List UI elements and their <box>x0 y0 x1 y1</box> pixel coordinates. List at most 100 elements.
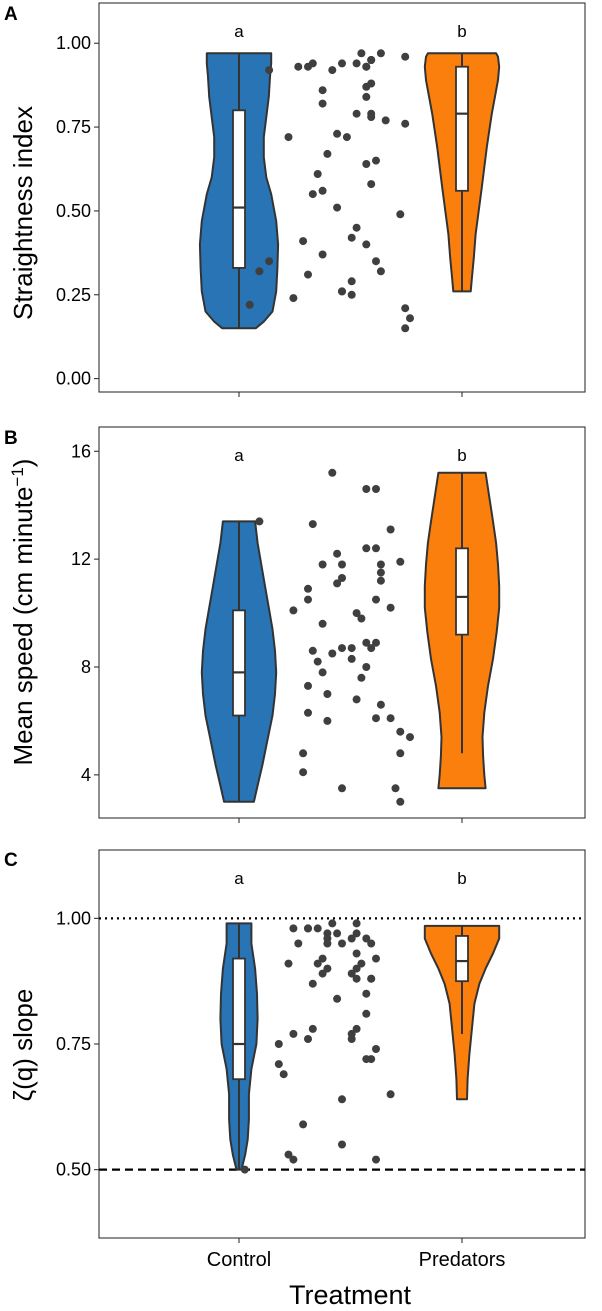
data-point-control <box>274 1060 283 1069</box>
panel-b: B Mean speed (cm minute−1) 4 8 12 16 a b <box>4 426 586 823</box>
data-point-control <box>255 517 264 526</box>
data-point-control <box>323 149 332 158</box>
data-point-control <box>372 1045 380 1053</box>
data-point-control <box>289 924 298 933</box>
data-point-predators <box>357 959 366 968</box>
data-point-control <box>338 1140 346 1149</box>
data-point-control <box>352 609 361 618</box>
y-tick-label: 0.75 <box>56 1034 91 1054</box>
box-control <box>232 609 246 717</box>
data-point-control <box>357 673 366 682</box>
y-tick-label: 12 <box>71 549 91 569</box>
data-point-control <box>347 277 356 286</box>
data-point-control <box>299 768 308 777</box>
data-point-predators <box>367 974 376 983</box>
data-point-predators <box>386 525 395 534</box>
data-point-predators <box>372 638 380 647</box>
data-point-control <box>372 714 380 723</box>
data-point-predators <box>299 749 308 758</box>
data-point-control <box>352 919 361 928</box>
data-point-control <box>289 1155 298 1164</box>
data-point-control <box>308 979 317 988</box>
data-point-control <box>313 657 322 666</box>
panel-a-y-axis-label: Straightness index <box>8 106 38 320</box>
data-point-predators <box>376 560 385 569</box>
data-point-predators <box>347 1029 356 1038</box>
data-point-predators <box>362 62 371 71</box>
data-point-predators <box>299 237 308 246</box>
data-point-control <box>386 714 395 723</box>
data-point-control <box>245 300 254 309</box>
data-point-predators <box>357 614 366 623</box>
data-point-predators <box>328 468 337 477</box>
data-point-control <box>328 649 337 658</box>
data-point-predators <box>362 663 371 671</box>
data-point-predators <box>367 939 376 948</box>
box-predators <box>455 65 469 192</box>
data-point-predators <box>362 989 371 998</box>
panel-a: A Straightness index 0.00 0.25 0.50 0.75 1.0… <box>4 2 586 397</box>
data-point-control <box>372 595 380 604</box>
data-point-control <box>376 576 385 585</box>
data-point-control <box>362 1009 371 1018</box>
data-point-control <box>401 119 410 128</box>
data-point-control <box>304 1035 312 1043</box>
panel-b-y-axis-label-main: Mean speed (cm minute <box>8 487 38 766</box>
data-point-control <box>323 716 332 725</box>
data-point-predators <box>294 62 303 71</box>
data-point-control <box>391 784 400 793</box>
data-point-predators <box>372 156 380 165</box>
data-point-control <box>255 267 264 276</box>
panel-frame <box>98 849 586 1239</box>
data-point-control <box>274 1040 283 1048</box>
data-point-predators <box>318 99 327 108</box>
data-point-predators <box>304 924 312 933</box>
data-point-predators <box>333 129 342 138</box>
data-point-control <box>308 190 317 199</box>
data-point-control <box>381 116 390 125</box>
data-point-predators <box>338 287 346 296</box>
y-tick-label: 16 <box>71 441 91 461</box>
box-predators <box>455 935 469 983</box>
data-point-control <box>313 959 322 968</box>
data-point-control <box>396 727 405 736</box>
data-point-predators <box>352 974 361 983</box>
data-point-control <box>352 59 361 68</box>
data-point-control <box>289 606 298 615</box>
data-point-control <box>308 1024 317 1033</box>
data-point-predators <box>386 603 395 612</box>
data-point-control <box>396 210 405 219</box>
data-point-predators <box>284 133 293 142</box>
y-tick-label: 0.50 <box>56 1160 91 1180</box>
panel-b-y-axis-label: Mean speed (cm minute−1) <box>8 459 39 766</box>
data-point-predators <box>347 934 356 943</box>
data-point-predators <box>333 549 342 558</box>
significance-letter-predators: b <box>457 446 466 465</box>
data-point-predators <box>362 1055 371 1064</box>
data-point-predators <box>362 485 371 493</box>
y-tick-label: 8 <box>81 657 91 677</box>
data-point-control <box>279 1070 288 1079</box>
data-point-predators <box>284 959 293 968</box>
data-point-control <box>396 749 405 758</box>
data-point-predators <box>372 485 380 493</box>
data-point-control <box>352 223 361 232</box>
data-point-control <box>362 638 371 647</box>
data-point-control <box>338 574 346 582</box>
data-point-predators <box>338 560 346 569</box>
data-point-predators <box>352 929 361 938</box>
panel-frame <box>98 2 586 393</box>
panel-c-letter: C <box>4 850 18 871</box>
data-point-control <box>401 52 410 61</box>
data-point-control <box>318 668 327 677</box>
data-point-predators <box>304 595 312 604</box>
x-axis-label: Treatment <box>289 1280 412 1310</box>
data-point-predators <box>338 939 346 948</box>
data-point-predators <box>318 619 327 628</box>
y-tick-label: 0.25 <box>56 285 91 305</box>
data-point-control <box>328 919 337 928</box>
data-point-control <box>265 257 274 266</box>
y-tick-label: 0.00 <box>56 369 91 389</box>
panel-b-y-axis-label-close: ) <box>8 459 38 468</box>
